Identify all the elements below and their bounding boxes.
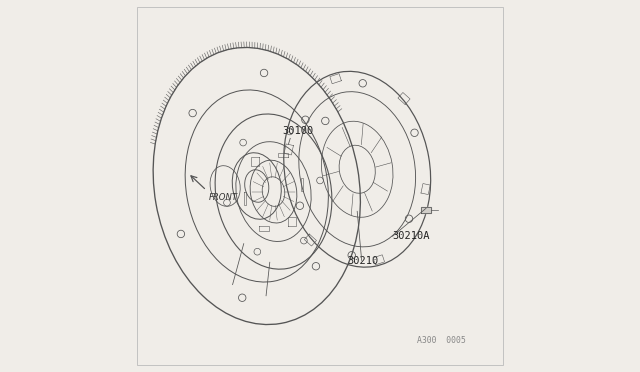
Text: 30210: 30210 — [347, 256, 378, 266]
Text: A300  0005: A300 0005 — [417, 336, 465, 345]
Text: 30100: 30100 — [282, 126, 314, 136]
Polygon shape — [421, 207, 431, 213]
Text: 30210A: 30210A — [392, 231, 430, 241]
Text: FRONT: FRONT — [209, 193, 237, 202]
